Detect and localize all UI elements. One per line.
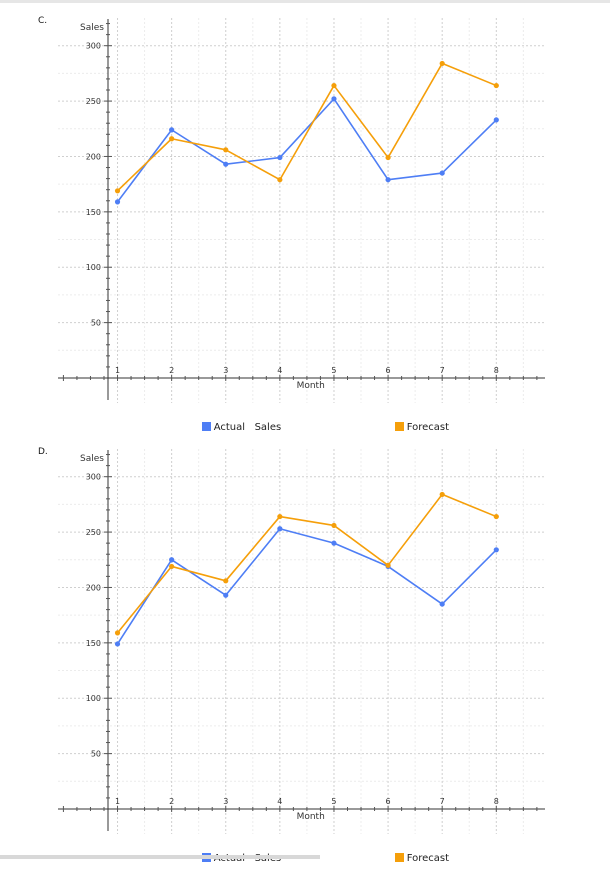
y-tick-label: 50 <box>91 319 101 328</box>
legend-item-forecast: Forecast <box>382 411 449 444</box>
y-tick-label: 100 <box>86 694 101 703</box>
data-point-forecast <box>114 630 121 636</box>
line-chart-c: 50 100 150 200 250 300 1 2 3 4 5 6 7 8 Sales Month <box>58 18 545 403</box>
x-tick-label: 5 <box>331 366 336 375</box>
y-tick-label: 300 <box>86 473 101 482</box>
data-point-forecast <box>439 60 445 67</box>
top-border <box>0 0 610 3</box>
data-point-actual-sales <box>114 199 121 205</box>
series-line-forecast <box>116 493 497 634</box>
data-point-forecast <box>223 578 229 584</box>
y-tick-label: 250 <box>86 528 101 537</box>
data-point-actual-sales <box>439 170 445 176</box>
data-point-forecast <box>114 188 121 194</box>
x-tick-label: 7 <box>440 366 445 375</box>
x-tick-label: 8 <box>494 797 499 806</box>
y-tick-label: 200 <box>86 152 101 161</box>
y-axis-label: Sales <box>80 23 104 33</box>
y-tick-label: 250 <box>86 97 101 106</box>
y-tick-label: 150 <box>86 639 101 648</box>
series-line-forecast <box>116 62 497 192</box>
data-point-actual-sales <box>493 547 499 553</box>
y-tick-label: 150 <box>86 208 101 217</box>
y-tick-label: 100 <box>86 263 101 272</box>
data-point-forecast <box>493 82 499 89</box>
data-point-forecast <box>331 82 337 89</box>
x-tick-label: 7 <box>440 797 445 806</box>
legend-label-forecast: Forecast <box>406 422 450 433</box>
data-point-actual-sales <box>169 127 175 133</box>
y-axis-label: Sales <box>80 454 104 464</box>
legend-swatch-actual-sales <box>201 422 211 431</box>
data-point-forecast <box>277 177 283 183</box>
x-tick-label: 1 <box>115 366 120 375</box>
y-tick-label: 300 <box>86 42 101 51</box>
data-point-actual-sales <box>385 177 391 183</box>
x-tick-label: 6 <box>386 366 391 375</box>
data-point-forecast <box>439 491 445 498</box>
series-line-actual-sales <box>116 98 497 203</box>
x-tick-label: 2 <box>169 797 174 806</box>
x-axis-label: Month <box>297 812 325 822</box>
data-point-actual-sales <box>277 526 283 532</box>
data-point-forecast <box>385 154 391 161</box>
x-axis-label: Month <box>297 381 325 391</box>
data-point-actual-sales <box>223 592 229 598</box>
x-tick-label: 6 <box>386 797 391 806</box>
series-line-actual-sales <box>116 527 497 645</box>
panel-label: C. <box>38 16 48 26</box>
data-point-forecast <box>169 563 175 570</box>
x-tick-label: 2 <box>169 366 174 375</box>
data-point-forecast <box>277 513 283 520</box>
bottom-scrollbar <box>0 855 320 859</box>
legend-label-actual-sales: Actual Sales <box>213 422 282 433</box>
x-tick-label: 4 <box>277 366 282 375</box>
y-tick-label: 200 <box>86 583 101 592</box>
data-point-forecast <box>385 562 391 568</box>
x-tick-label: 1 <box>115 797 120 806</box>
data-point-actual-sales <box>331 96 337 102</box>
data-point-actual-sales <box>493 117 499 123</box>
chart-panel-c: C. 50 100 150 200 250 300 1 2 3 4 5 6 7 8 Sales Month A… <box>0 16 610 436</box>
data-point-forecast <box>331 522 337 529</box>
x-tick-label: 3 <box>223 366 228 375</box>
y-tick-label: 50 <box>91 750 101 759</box>
data-point-actual-sales <box>439 601 445 607</box>
x-tick-label: 3 <box>223 797 228 806</box>
data-point-actual-sales <box>331 540 337 546</box>
data-point-actual-sales <box>169 557 175 563</box>
data-point-forecast <box>223 147 229 153</box>
data-point-actual-sales <box>114 641 121 647</box>
legend-swatch-forecast <box>394 422 404 431</box>
panel-label: D. <box>38 447 48 457</box>
x-tick-label: 4 <box>277 797 282 806</box>
x-tick-label: 5 <box>331 797 336 806</box>
data-point-forecast <box>169 136 175 142</box>
data-point-actual-sales <box>277 154 283 161</box>
data-point-actual-sales <box>223 161 229 167</box>
legend-swatch-forecast <box>394 853 404 862</box>
line-chart-d: 50 100 150 200 250 300 1 2 3 4 5 6 7 8 Sales Month <box>58 449 545 834</box>
data-point-forecast <box>493 513 499 520</box>
legend-item-actual-sales: Actual Sales <box>189 411 281 444</box>
x-tick-label: 8 <box>494 366 499 375</box>
